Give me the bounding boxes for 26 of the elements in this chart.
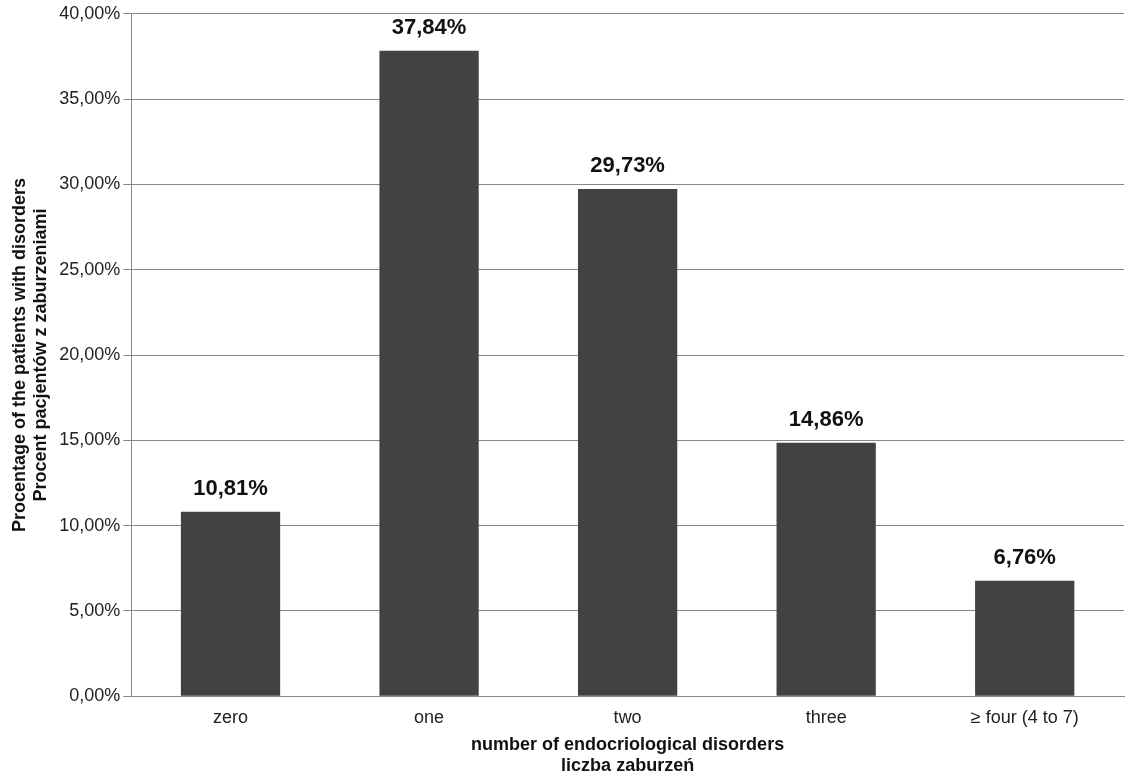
bar [776, 442, 876, 696]
y-tick-label: 0,00% [69, 685, 121, 706]
y-tick-label: 20,00% [59, 343, 121, 364]
x-tick-label: ≥ four (4 to 7) [970, 706, 1079, 727]
x-tick-label: zero [213, 706, 249, 727]
y-tick-label: 10,00% [59, 514, 121, 535]
data-label: 10,81% [193, 474, 268, 500]
data-label: 37,84% [391, 13, 467, 39]
x-tick-label: three [805, 706, 847, 727]
bar [577, 189, 678, 696]
y-tick-label: 15,00% [59, 429, 121, 450]
data-label: 6,76% [993, 543, 1056, 569]
y-tick-label: 35,00% [59, 88, 121, 109]
y-axis-title: Procentage of the patients with disorders Procent pacjentów z zaburzeniami [8, 177, 51, 533]
bar [180, 511, 281, 696]
y-tick-label: 5,00% [69, 599, 121, 620]
data-label: 29,73% [590, 152, 665, 178]
y-tick-label: 30,00% [59, 173, 121, 194]
bar [975, 580, 1075, 696]
x-axis-title: number of endocriological disorders liczba zaburzeń [471, 733, 785, 776]
bar [379, 50, 479, 696]
y-tick-label: 25,00% [59, 258, 121, 279]
y-tick-label: 40,00% [59, 2, 121, 23]
data-label: 14,86% [788, 405, 864, 431]
x-tick-label: one [414, 706, 445, 727]
x-tick-label: two [613, 706, 642, 727]
